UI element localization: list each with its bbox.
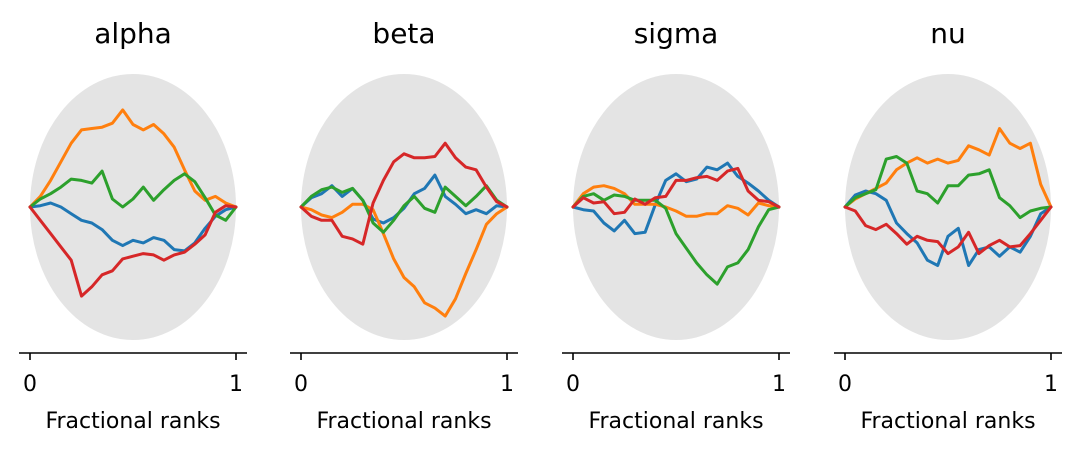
x-tick-label: 1	[229, 372, 243, 397]
series-line-chain-3	[299, 184, 509, 234]
series-line-chain-2	[28, 108, 238, 209]
panel-alpha: 0 1 alpha Fractional ranks	[19, 17, 247, 434]
x-tick-label: 1	[772, 372, 786, 397]
panel-sigma: 0 1 sigma Fractional ranks	[562, 17, 790, 434]
confidence-envelope	[573, 74, 779, 340]
series-line-chain-4	[843, 205, 1053, 256]
x-tick-label: 1	[1044, 372, 1058, 397]
series-line-chain-2	[843, 127, 1053, 209]
x-axis-label: Fractional ranks	[316, 409, 491, 434]
x-tick-label: 0	[838, 372, 852, 397]
panel-title: beta	[372, 17, 435, 50]
panel-title: nu	[930, 17, 966, 50]
series-line-chain-2	[299, 202, 509, 318]
series-line-chain-4	[28, 204, 238, 298]
confidence-envelope	[845, 74, 1051, 340]
x-tick-label: 0	[23, 372, 37, 397]
x-tick-label: 0	[294, 372, 308, 397]
x-tick-label: 0	[566, 372, 580, 397]
panel-beta: 0 1 beta Fractional ranks	[290, 17, 518, 434]
series-line-chain-2	[571, 184, 781, 218]
x-axis-label: Fractional ranks	[860, 409, 1035, 434]
panel-title: alpha	[94, 17, 172, 50]
panel-nu: 0 1 nu Fractional ranks	[834, 17, 1062, 434]
x-tick-label: 1	[500, 372, 514, 397]
series-line-chain-3	[28, 169, 238, 222]
series-line-chain-1	[843, 189, 1053, 267]
series-line-chain-1	[28, 201, 238, 253]
series-line-chain-3	[843, 155, 1053, 220]
x-axis-label: Fractional ranks	[588, 409, 763, 434]
series-line-chain-3	[571, 192, 781, 286]
panel-title: sigma	[634, 17, 719, 50]
x-axis-label: Fractional ranks	[45, 409, 220, 434]
series-line-chain-4	[299, 141, 509, 246]
confidence-envelope	[30, 74, 236, 340]
series-line-chain-4	[571, 166, 781, 216]
